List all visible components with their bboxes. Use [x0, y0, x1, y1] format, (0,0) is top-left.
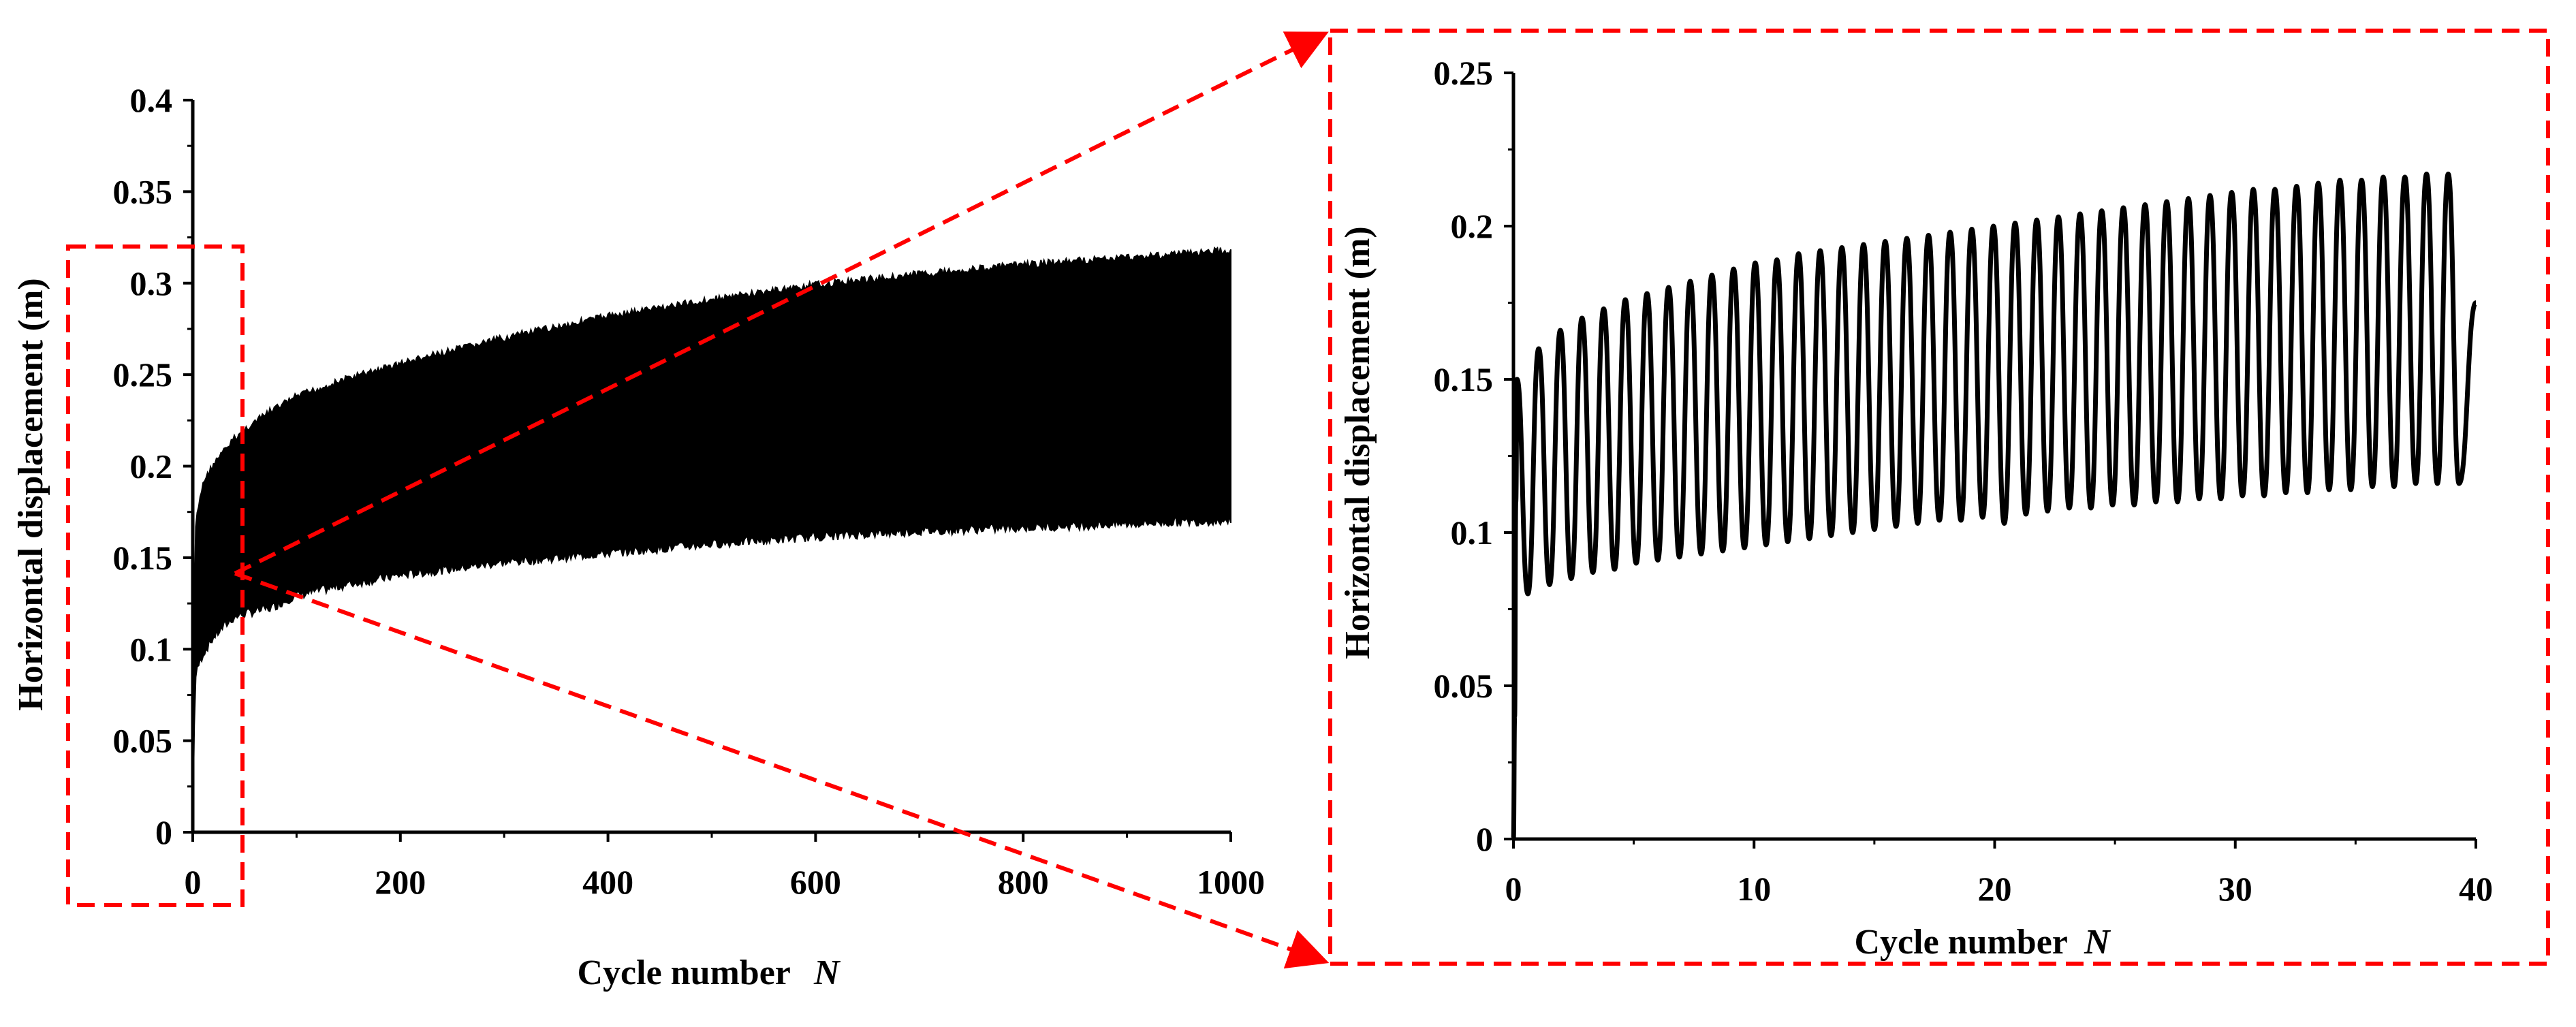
- zoom-panel-frame: [1328, 29, 2550, 966]
- callout-arrow-bottom: [234, 571, 1330, 969]
- zoom-x-tick-label: 20: [1978, 870, 2012, 908]
- overview-x-tick-label: 600: [790, 863, 841, 901]
- overview-y-tick-label: 0.25: [113, 356, 173, 394]
- overview-y-tick-label: 0.2: [130, 447, 173, 486]
- overview-x-tick-label: 200: [375, 863, 426, 901]
- zoom-y-tick-label: 0.2: [1451, 207, 1494, 245]
- zoom-x-axis-title: Cycle number N: [1854, 923, 2111, 962]
- overview-series-band: [192, 246, 1231, 836]
- overview-y-tick-label: 0.35: [113, 172, 173, 210]
- overview-series-area: [192, 246, 1231, 836]
- zoom-callout: [66, 29, 2550, 969]
- zoom-y-tick-label: 0.25: [1434, 54, 1494, 92]
- zoom-y-tick-label: 0.1: [1451, 514, 1494, 552]
- overview-y-tick-label: 0: [155, 813, 172, 851]
- zoom-x-tick-label: 40: [2459, 870, 2493, 908]
- overview-tick-labels: 0 0.05 0.1 0.15 0.2 0.25 0.3 0.35 0.4 0 200 400 600 8…: [113, 81, 1266, 901]
- zoom-series-line: [1511, 172, 2479, 842]
- overview-y-tick-label: 0.1: [130, 630, 173, 668]
- overview-x-tick-label: 400: [582, 863, 633, 901]
- zoom-tick-labels: 0 0.05 0.1 0.15 0.2 0.25 0 10 20 30 40: [1434, 54, 2494, 908]
- overview-y-tick-label: 0.4: [130, 81, 173, 119]
- overview-y-axis-title: Horizontal displacement (m): [12, 278, 50, 710]
- overview-y-tick-label: 0.3: [130, 264, 173, 302]
- overview-y-tick-label: 0.05: [113, 722, 173, 760]
- zoom-x-axis-var: N: [2084, 923, 2111, 962]
- zoom-y-tick-label: 0.05: [1434, 667, 1494, 705]
- zoom-chart: 0 0.05 0.1 0.15 0.2 0.25 0 10 20 30 40 Horizontal …: [1338, 54, 2493, 962]
- overview-x-tick-label: 800: [998, 863, 1049, 901]
- overview-x-axis-title: Cycle number N: [577, 953, 841, 992]
- zoom-x-tick-label: 0: [1505, 870, 1522, 908]
- overview-x-tick-label: 1000: [1197, 863, 1265, 901]
- zoom-y-tick-label: 0.15: [1434, 360, 1494, 398]
- overview-x-axis-label: Cycle number: [577, 953, 789, 992]
- overview-x-tick-label: 0: [185, 863, 202, 901]
- overview-y-tick-label: 0.15: [113, 539, 173, 577]
- zoom-y-tick-label: 0: [1476, 820, 1493, 858]
- overview-axes: [183, 99, 1232, 842]
- overview-x-axis-var: N: [813, 953, 841, 992]
- zoom-x-axis-label: Cycle number: [1854, 923, 2067, 962]
- callout-arrow-top: [234, 31, 1329, 575]
- zoom-y-axis-title: Horizontal displacement (m): [1338, 226, 1377, 659]
- zoom-x-tick-label: 30: [2218, 870, 2252, 908]
- overview-chart: 0 0.05 0.1 0.15 0.2 0.25 0.3 0.35 0.4 0 200 400 600 8…: [12, 81, 1265, 992]
- zoom-x-tick-label: 10: [1737, 870, 1771, 908]
